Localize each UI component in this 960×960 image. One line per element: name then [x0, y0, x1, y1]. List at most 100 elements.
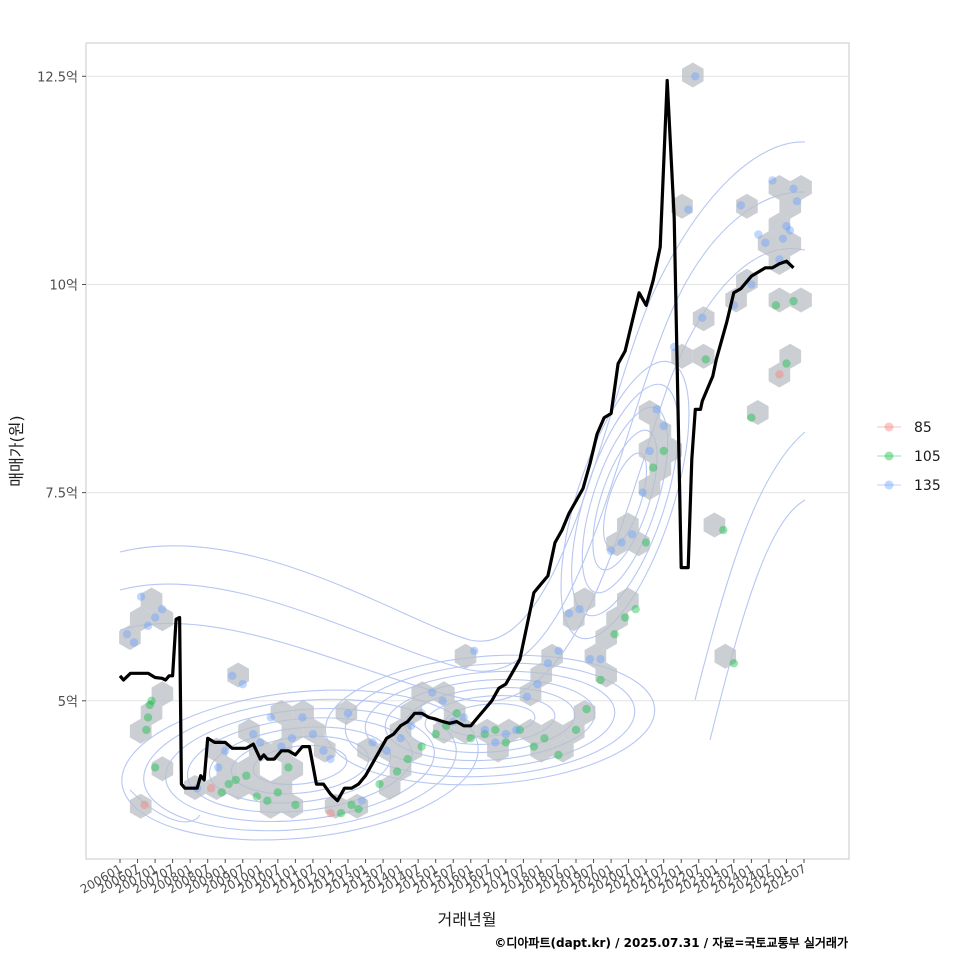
legend: 85 105 135 [877, 420, 941, 494]
data-point-135 [238, 679, 247, 689]
density-contour [592, 429, 658, 571]
data-point-135 [645, 446, 654, 456]
data-point-135 [150, 613, 160, 622]
data-point-135 [768, 176, 777, 185]
data-point-135 [778, 234, 788, 243]
data-point-135 [761, 238, 770, 248]
hexbin-cell [389, 718, 412, 744]
hexbin-cell [790, 287, 812, 313]
data-point-105 [501, 738, 511, 747]
data-point-105 [782, 359, 791, 368]
hexbin-cell [573, 587, 596, 613]
data-point-105 [701, 355, 710, 364]
data-point-135 [143, 621, 153, 631]
data-point-105 [217, 788, 226, 797]
data-point-135 [564, 609, 574, 618]
data-point-135 [782, 221, 791, 231]
data-point-135 [427, 688, 437, 697]
data-point-105 [648, 463, 658, 472]
hexbin-cell [573, 700, 596, 725]
data-point-135 [543, 659, 553, 668]
hexbin-cell [703, 512, 726, 538]
data-point-85 [207, 784, 216, 793]
data-point-135 [652, 405, 661, 414]
hexbin-cell [671, 193, 693, 219]
data-point-105 [771, 301, 781, 310]
hexbin-cell [530, 737, 553, 763]
data-point-105 [789, 296, 798, 306]
hexbin-cell [227, 662, 249, 688]
data-point-135 [792, 197, 802, 206]
data-point-135 [606, 546, 616, 556]
data-point-105 [403, 754, 412, 764]
data-point-105 [375, 779, 384, 789]
y-tick-label: 5억 [58, 695, 78, 710]
hexbin-cell [389, 756, 412, 782]
data-point-105 [284, 763, 293, 772]
hexbin-cell [562, 718, 585, 744]
data-point-105 [571, 725, 581, 735]
hexbin-cell [790, 175, 812, 200]
data-point-135 [129, 638, 139, 647]
hexbin-cell [476, 718, 498, 744]
hexbin-cell [281, 718, 304, 744]
data-point-105 [641, 538, 651, 547]
data-point-135 [659, 421, 668, 431]
hexbin-cell [779, 343, 802, 369]
hexbin-cell [649, 456, 672, 482]
hexbin-cell [541, 643, 563, 669]
data-point-105 [354, 804, 363, 814]
data-point-135 [326, 754, 335, 764]
hexbin-cell [487, 737, 509, 763]
data-point-105 [231, 775, 240, 785]
data-point-135 [491, 738, 500, 747]
data-point-135 [228, 671, 237, 681]
data-point-105 [491, 725, 500, 735]
hexbin-cell [562, 606, 585, 632]
data-point-135 [368, 738, 377, 747]
hexbin-cell [682, 62, 704, 88]
density-contour [119, 248, 806, 702]
hexbin-cell [129, 718, 152, 744]
data-point-105 [417, 742, 426, 751]
data-point-135 [698, 313, 707, 322]
hexbin-cell [768, 287, 791, 313]
data-point-105 [150, 763, 160, 772]
hexbin-cell [736, 193, 758, 219]
hexbin-cell [768, 212, 791, 238]
density-contour [709, 499, 806, 741]
data-point-105 [540, 734, 549, 743]
hexbin-cell [649, 418, 672, 444]
hexbin-cell [238, 718, 260, 744]
hexbin-cell [768, 362, 791, 388]
data-point-105 [142, 725, 151, 735]
hexbin-cell [411, 681, 433, 707]
density-contour [119, 141, 806, 642]
hexbin-cell [313, 737, 336, 763]
data-point-135 [396, 734, 405, 743]
hexbin-cell [552, 737, 574, 763]
data-point-135 [382, 746, 391, 755]
hexbin-cell [519, 681, 542, 707]
hexbin-cell [627, 531, 650, 557]
hexbin-cell [595, 662, 617, 688]
hexbin-cell [151, 681, 174, 707]
data-point-105 [347, 800, 356, 810]
data-point-135 [357, 796, 367, 805]
data-point-135 [214, 763, 223, 772]
data-point-135 [627, 530, 637, 539]
data-point-135 [596, 654, 605, 664]
density-contour [560, 360, 690, 640]
data-point-105 [747, 413, 756, 422]
hexbin-cell [768, 175, 791, 200]
hexbin-cell [400, 700, 423, 725]
data-point-105 [596, 675, 605, 685]
density-contour [119, 191, 806, 672]
hexbin-cell [119, 625, 141, 650]
density-contour [694, 431, 806, 701]
data-point-135 [136, 592, 146, 601]
hexbin-cell [617, 512, 639, 538]
hexbin-cell [140, 587, 163, 613]
data-point-135 [512, 725, 521, 735]
legend-key-point [884, 480, 894, 490]
